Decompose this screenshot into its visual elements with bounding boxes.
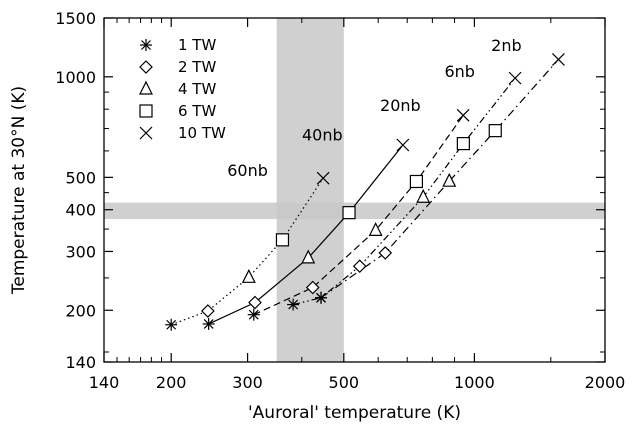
y-tick-label: 500	[65, 168, 96, 187]
data-point-diamond	[248, 295, 262, 310]
data-point-asterisk	[165, 318, 178, 331]
series-line-2nb	[320, 59, 559, 299]
data-point-square	[409, 174, 424, 189]
legend: 1 TW 2 TW 4 TW 6 TW 10 TW	[139, 36, 226, 142]
data-point-asterisk	[315, 291, 328, 304]
data-point-triangle	[241, 268, 256, 283]
data-point-square	[456, 137, 470, 151]
series-lines	[170, 59, 559, 326]
curve-labels: 60nb 40nb 20nb 6nb 2nb	[227, 36, 521, 180]
plot-frame	[103, 17, 606, 363]
data-point-diamond	[352, 259, 367, 274]
x-tick-label: 300	[232, 373, 263, 392]
x-tick-label: 500	[329, 373, 360, 392]
legend-marker-diamond	[139, 60, 153, 74]
data-point-diamond	[305, 280, 320, 295]
legend-marker-asterisk	[140, 39, 152, 51]
data-point-x	[316, 171, 330, 185]
data-point-asterisk	[247, 308, 260, 321]
data-point-x	[552, 53, 565, 66]
legend-label: 1 TW	[178, 36, 216, 54]
x-tick-label: 2000	[585, 373, 626, 392]
legend-label: 2 TW	[178, 58, 216, 76]
legend-label: 10 TW	[178, 124, 226, 142]
data-point-square	[275, 233, 290, 247]
data-point-asterisk	[287, 298, 300, 311]
y-axis-label: Temperature at 30°N (K)	[9, 86, 29, 295]
data-point-triangle	[442, 172, 457, 187]
legend-label: 6 TW	[178, 102, 216, 120]
curve-label: 20nb	[380, 96, 421, 115]
data-point-triangle	[301, 249, 316, 264]
x-tick-label: 140	[89, 373, 120, 392]
legend-marker-square	[139, 104, 153, 118]
axis-ticks: 140 200 300 500 1000 2000 140 200 300 400 500 1000 1…	[55, 9, 625, 392]
y-tick-label: 300	[65, 242, 96, 261]
data-point-square	[488, 124, 502, 138]
data-point-diamond	[201, 304, 215, 318]
data-markers	[165, 53, 565, 331]
x-tick-label: 1000	[454, 373, 495, 392]
y-tick-label: 140	[65, 353, 96, 372]
data-point-triangle	[368, 221, 383, 236]
data-point-x	[396, 138, 410, 152]
data-point-asterisk	[202, 317, 215, 330]
y-tick-label: 1000	[55, 68, 96, 87]
data-point-diamond	[378, 246, 393, 260]
y-tick-label: 200	[65, 301, 96, 320]
legend-marker-x	[139, 126, 153, 140]
y-tick-label: 1500	[55, 9, 96, 28]
legend-marker-triangle	[139, 80, 153, 95]
data-point-triangle	[416, 188, 431, 203]
shaded-band-x	[276, 18, 344, 362]
series-line-6nb	[292, 77, 516, 306]
curve-label: 40nb	[302, 125, 343, 144]
curve-label: 6nb	[444, 62, 474, 81]
data-point-x	[456, 108, 470, 122]
x-axis-label: 'Auroral' temperature (K)	[248, 403, 461, 423]
y-tick-label: 400	[65, 201, 96, 220]
series-line-60nb	[170, 177, 324, 326]
data-point-square	[342, 206, 356, 220]
legend-label: 4 TW	[178, 80, 216, 98]
curve-label: 2nb	[491, 36, 521, 55]
curve-label: 60nb	[227, 161, 268, 180]
x-tick-label: 200	[156, 373, 187, 392]
data-point-x	[508, 71, 522, 85]
